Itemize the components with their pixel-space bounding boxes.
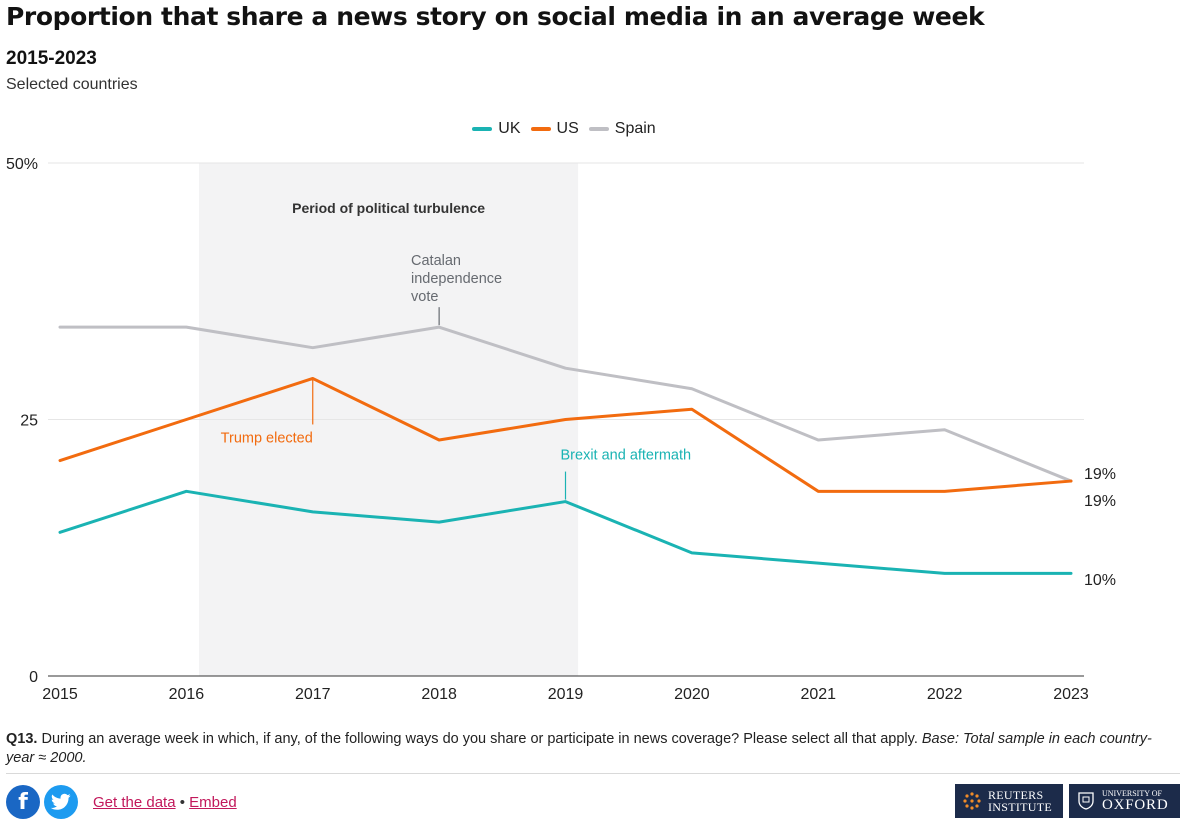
x-tick-label: 2016 <box>169 686 205 703</box>
end-label-us: 19% <box>1084 493 1116 510</box>
annotation-spain: Catalan independence vote <box>411 253 502 305</box>
legend-label: US <box>556 120 579 137</box>
footnote-base: Base: Total sample in each country-year … <box>6 731 1152 766</box>
legend-swatch <box>530 127 551 131</box>
reuters-institute-logo[interactable]: REUTERS INSTITUTE <box>955 784 1063 818</box>
facebook-share-button[interactable]: f <box>6 785 40 819</box>
footnote: Q13. During an average week in which, if… <box>6 730 1176 768</box>
x-tick-label: 2020 <box>674 686 710 703</box>
chart-subtitle: 2015-2023 <box>6 48 97 69</box>
shaded-period-label: Period of political turbulence <box>292 200 485 216</box>
chart-legend: UK US Spain <box>0 118 1128 138</box>
logo-reuters-line2: INSTITUTE <box>988 800 1053 814</box>
legend-item-us[interactable]: US <box>530 120 579 138</box>
facebook-icon: f <box>18 789 28 815</box>
oxford-crest-icon <box>1078 792 1094 810</box>
series-line-uk <box>58 489 1073 575</box>
twitter-icon <box>51 793 71 810</box>
legend-label: Spain <box>614 120 656 137</box>
end-label-spain: 19% <box>1084 466 1116 483</box>
logo-oxford-line2: OXFORD <box>1102 797 1169 813</box>
embed-link[interactable]: Embed <box>189 794 237 811</box>
footnote-text: During an average week in which, if any,… <box>37 731 922 747</box>
x-tick-label: 2019 <box>548 686 584 703</box>
annotation-line: Trump elected <box>221 430 313 446</box>
logo-reuters-line1: REUTERS <box>988 788 1044 802</box>
x-tick-label: 2015 <box>42 686 78 703</box>
series-line-spain <box>58 325 1073 483</box>
legend-swatch <box>588 127 609 131</box>
legend-swatch <box>472 127 493 131</box>
end-label-uk: 10% <box>1084 572 1116 589</box>
footer-links: Get the data • Embed <box>93 794 237 811</box>
x-tick-label: 2018 <box>421 686 457 703</box>
y-tick-label: 0 <box>29 669 38 686</box>
chart-description: Selected countries <box>6 76 138 93</box>
get-the-data-link[interactable]: Get the data <box>93 794 176 811</box>
twitter-share-button[interactable] <box>44 785 78 819</box>
series-line-us <box>58 376 1073 493</box>
y-tick-label: 25 <box>20 413 38 430</box>
footnote-label: Q13. <box>6 731 38 747</box>
logo-oxford-line1: UNIVERSITY OF <box>1102 789 1162 798</box>
annotation-line: Brexit and aftermath <box>561 448 692 464</box>
x-tick-label: 2021 <box>800 686 836 703</box>
annotation-uk: Brexit and aftermath <box>561 448 692 464</box>
annotation-line: vote <box>411 289 438 305</box>
reuters-dots-icon <box>963 792 981 810</box>
x-tick-label: 2022 <box>927 686 963 703</box>
chart-title: Proportion that share a news story on so… <box>6 2 985 31</box>
footer-divider <box>6 773 1180 774</box>
line-chart: Period of political turbulence 0 25 50% 2015… <box>6 156 1116 703</box>
x-tick-label: 2023 <box>1053 686 1089 703</box>
y-tick-label: 50% <box>6 156 38 173</box>
link-separator: • <box>175 794 190 811</box>
university-of-oxford-logo[interactable]: UNIVERSITY OF OXFORD <box>1069 784 1180 818</box>
x-tick-label: 2017 <box>295 686 331 703</box>
annotation-line: independence <box>411 271 502 287</box>
annotation-line: Catalan <box>411 253 461 269</box>
legend-item-uk[interactable]: UK <box>472 120 521 138</box>
legend-item-spain[interactable]: Spain <box>588 120 656 138</box>
legend-label: UK <box>498 120 521 137</box>
annotation-us: Trump elected <box>221 430 313 446</box>
